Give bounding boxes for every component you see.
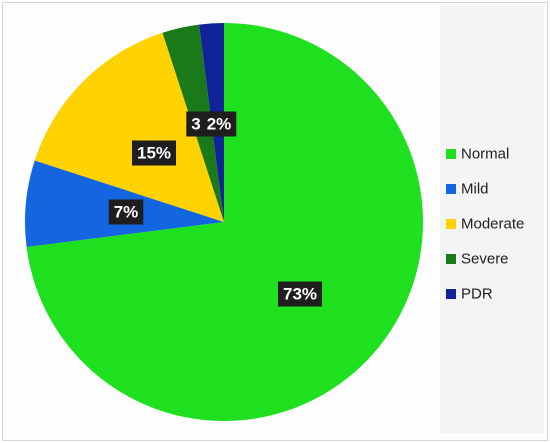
- legend-item-moderate: Moderate: [446, 216, 524, 233]
- legend-item-pdr: PDR: [446, 286, 493, 303]
- data-label-text-pdr: 2%: [207, 115, 232, 134]
- data-label-moderate: 15%: [132, 140, 176, 166]
- legend-label-normal: Normal: [461, 146, 509, 163]
- data-label-box-mild: [108, 199, 144, 225]
- legend-label-pdr: PDR: [461, 286, 493, 303]
- legend: Normal Mild Moderate Severe PDR: [446, 146, 524, 303]
- data-label-text-mild: 7%: [114, 203, 139, 222]
- data-label-box-moderate: [132, 140, 176, 166]
- data-label-box-severe: [186, 111, 206, 137]
- legend-item-mild: Mild: [446, 181, 489, 198]
- legend-swatch-moderate: [446, 219, 456, 229]
- pie-slices: [25, 23, 424, 421]
- legend-swatch-normal: [446, 149, 456, 159]
- data-label-box-pdr: [201, 111, 237, 137]
- pie-slice-normal: [26, 23, 424, 421]
- data-label-box-normal: [278, 281, 322, 307]
- legend-item-normal: Normal: [446, 146, 509, 163]
- data-label-text-moderate: 15%: [137, 144, 171, 163]
- data-label-text-severe: 3: [191, 115, 200, 134]
- data-label-normal: 73%: [278, 281, 322, 307]
- legend-label-mild: Mild: [461, 181, 489, 198]
- legend-label-severe: Severe: [461, 251, 509, 268]
- legend-label-moderate: Moderate: [461, 216, 524, 233]
- legend-swatch-severe: [446, 254, 456, 264]
- pie-slice-moderate: [34, 32, 224, 222]
- legend-swatch-mild: [446, 184, 456, 194]
- data-label-text-normal: 73%: [283, 285, 317, 304]
- data-label-pdr: 2%: [201, 111, 237, 137]
- legend-panel: [440, 5, 544, 433]
- data-labels: 73% 7% 15% 3 2%: [108, 111, 322, 307]
- legend-item-severe: Severe: [446, 251, 509, 268]
- data-label-mild: 7%: [108, 199, 144, 225]
- data-label-severe: 3: [186, 111, 206, 137]
- legend-swatch-pdr: [446, 289, 456, 299]
